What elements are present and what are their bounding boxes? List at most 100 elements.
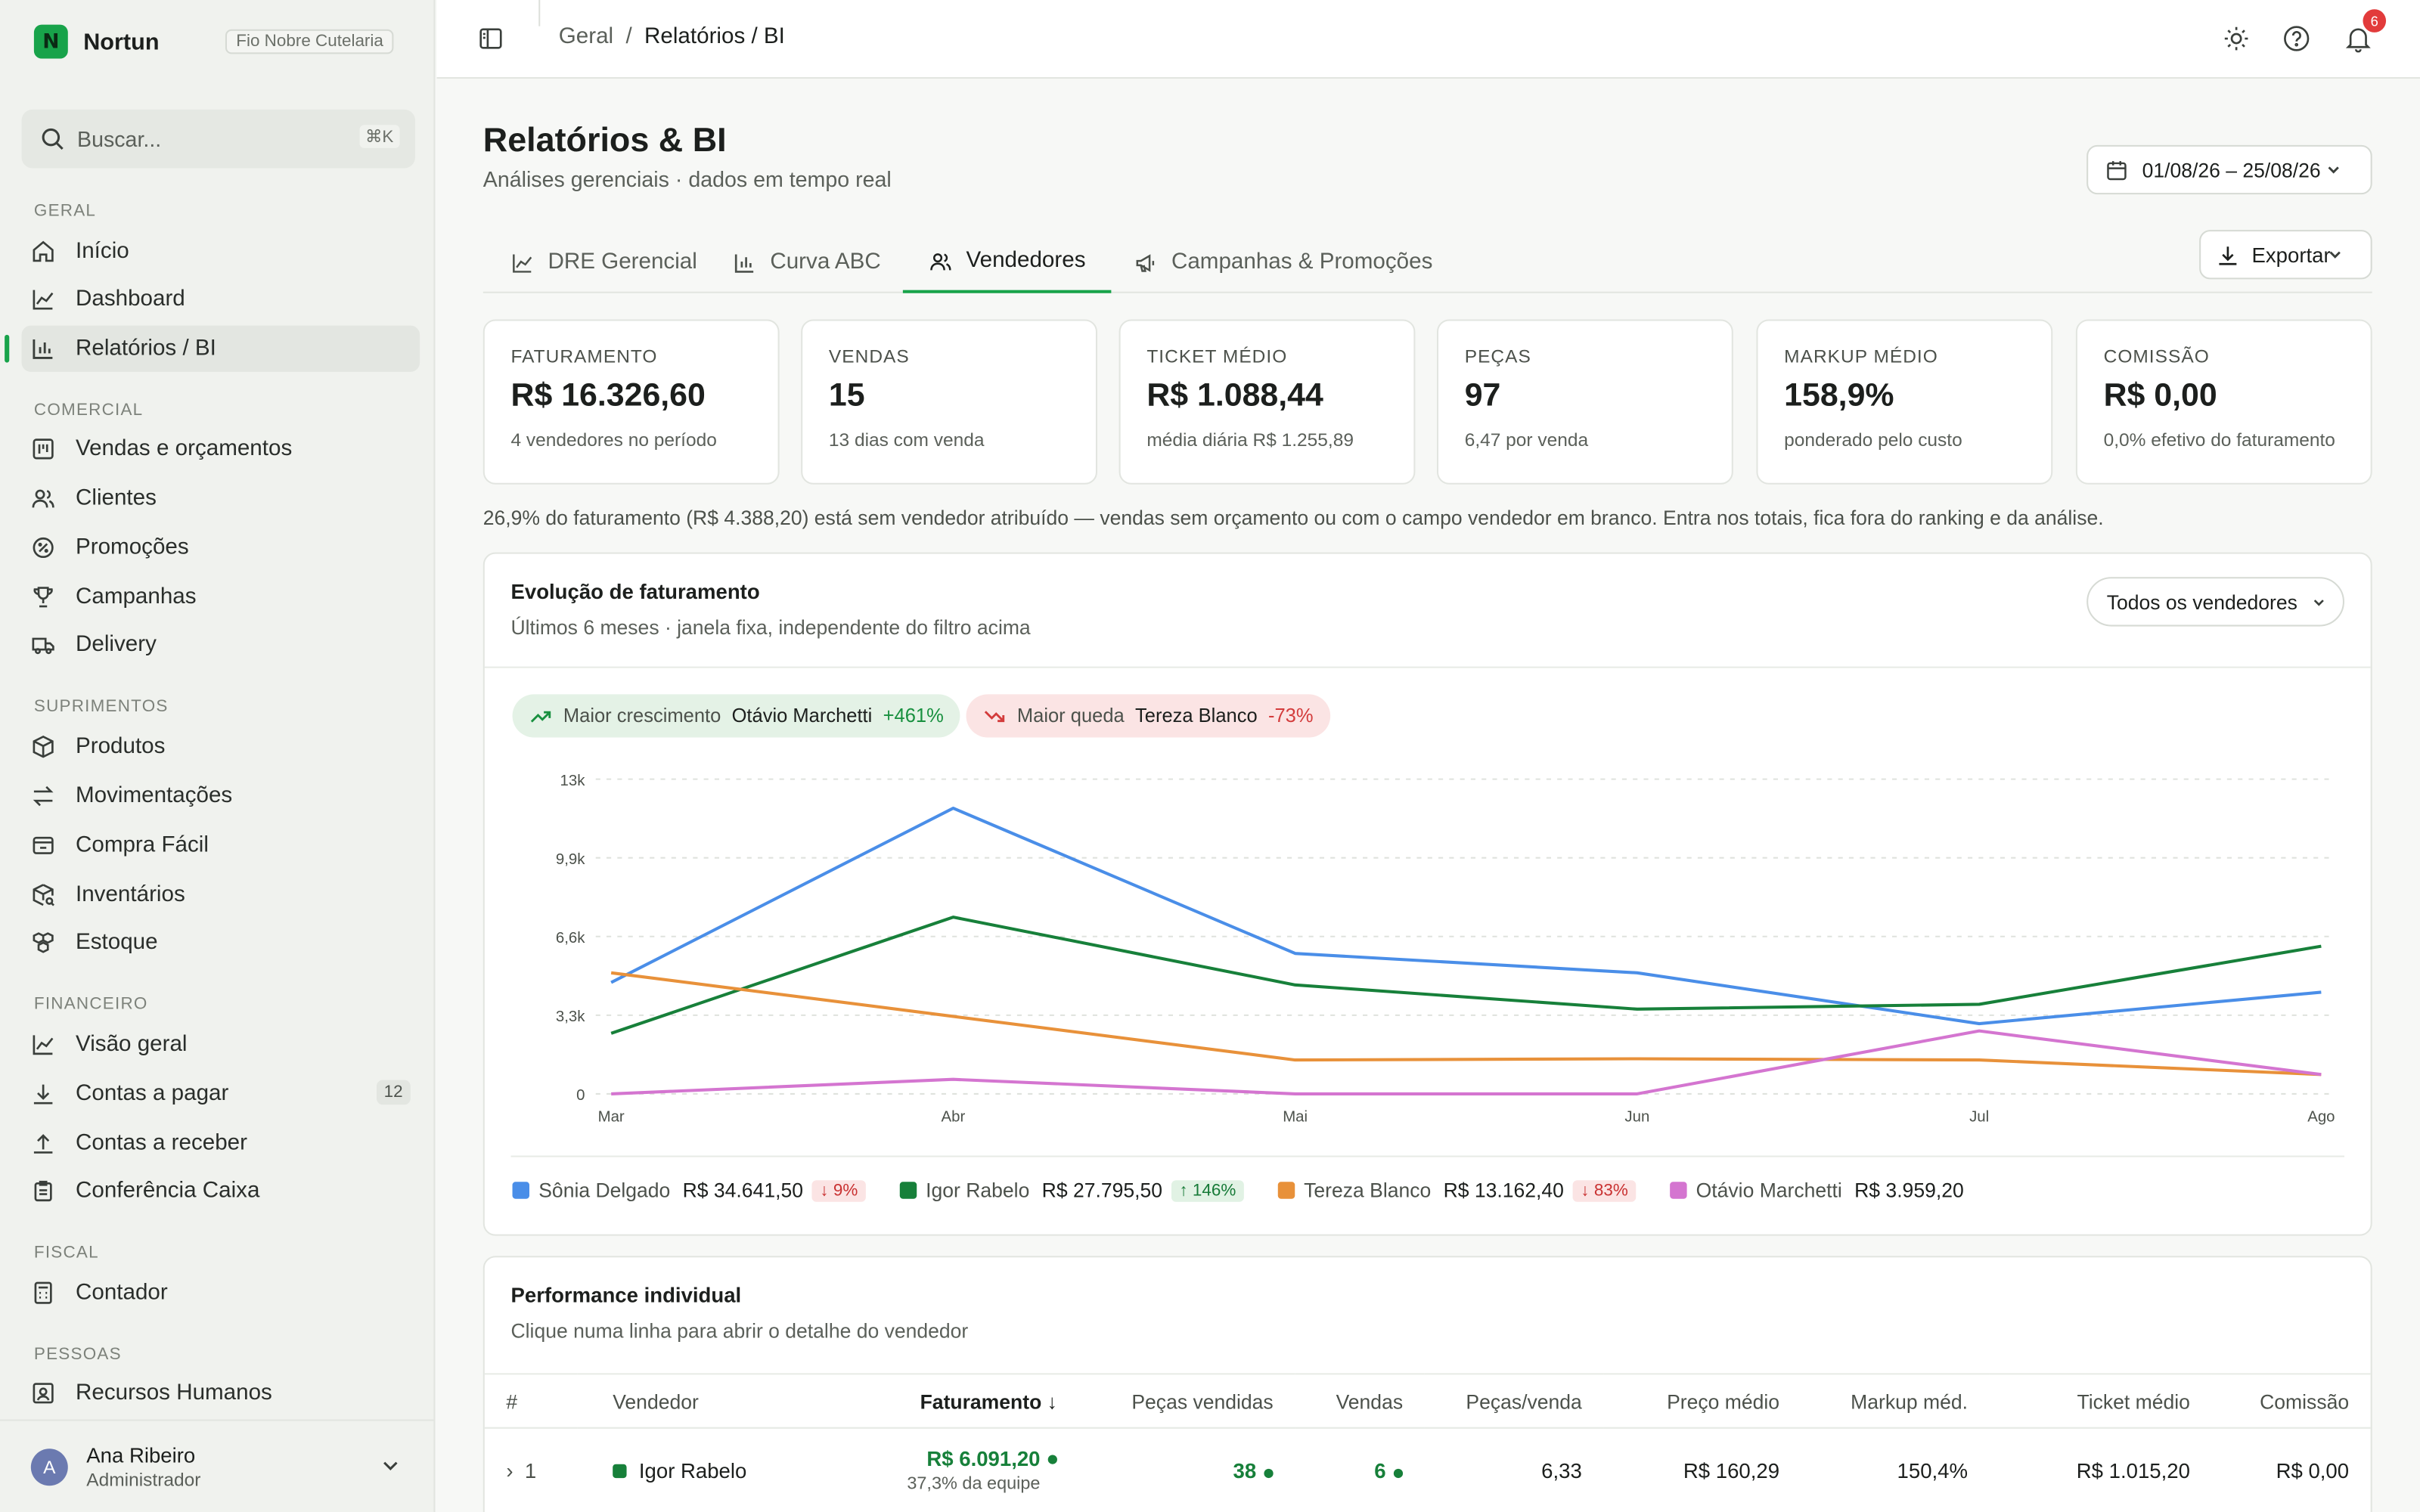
legend-swatch xyxy=(1669,1182,1687,1199)
truck-icon xyxy=(32,637,54,655)
sidebar-item-compra-facil[interactable]: Compra Fácil xyxy=(22,823,420,869)
legend-item[interactable]: Igor Rabelo R$ 27.795,50 ↑ 146% xyxy=(899,1179,1244,1202)
sidebar-item-campanhas[interactable]: Campanhas xyxy=(22,574,420,620)
col-vendas[interactable]: Vendas xyxy=(1295,1373,1425,1429)
breadcrumb-parent[interactable]: Geral xyxy=(558,24,614,50)
legend-change-value: 83% xyxy=(1593,1181,1628,1200)
col-pecas-venda[interactable]: Peças/venda xyxy=(1424,1373,1604,1429)
line-chart-icon xyxy=(513,253,532,272)
col-label: Faturamento xyxy=(920,1389,1042,1413)
pieces-value: 38 xyxy=(1233,1460,1257,1483)
sun-icon[interactable] xyxy=(2223,25,2251,53)
revenue-share: 37,3% da equipe xyxy=(907,1474,1041,1493)
sidebar-item-clientes[interactable]: Clientes xyxy=(22,476,420,522)
y-tick-label: 13k xyxy=(560,773,586,789)
sidebar-item-label: Contas a pagar xyxy=(75,1081,229,1107)
legend-item[interactable]: Sônia Delgado R$ 34.641,50 ↓ 9% xyxy=(512,1179,866,1202)
legend-item[interactable]: Tereza Blanco R$ 13.162,40 ↓ 83% xyxy=(1277,1179,1637,1202)
y-tick-label: 9,9k xyxy=(556,851,585,868)
legend-change-value: 9% xyxy=(833,1181,858,1200)
sidebar-item-label: Dashboard xyxy=(75,287,185,312)
brand[interactable]: N Nortun xyxy=(33,24,160,59)
tab-campanhas[interactable]: Campanhas & Promoções xyxy=(1134,231,1432,293)
col-faturamento[interactable]: Faturamento ↓ xyxy=(886,1373,1079,1429)
sidebar-item-visao-geral[interactable]: Visão geral xyxy=(22,1021,420,1067)
pill-name: Otávio Marchetti xyxy=(731,705,873,727)
legend-change: ↓ 9% xyxy=(812,1179,866,1201)
search-icon xyxy=(42,128,64,150)
kpi-vendas: VENDAS 15 13 dias com venda xyxy=(801,319,1098,485)
sidebar-item-dashboard[interactable]: Dashboard xyxy=(22,276,420,322)
col-ticket[interactable]: Ticket médio xyxy=(1989,1373,2212,1429)
export-button[interactable]: Exportar xyxy=(2199,230,2372,280)
bell-icon[interactable] xyxy=(2344,25,2372,53)
sidebar-item-contas-receber[interactable]: Contas a receber xyxy=(22,1120,420,1167)
bar-chart-icon xyxy=(33,339,53,359)
download-icon xyxy=(2219,246,2237,265)
kpi-sub: 0,0% efetivo do faturamento xyxy=(2103,429,2335,451)
tab-label: DRE Gerencial xyxy=(548,249,697,275)
col-comissao[interactable]: Comissão xyxy=(2211,1373,2371,1429)
y-tick-label: 6,6k xyxy=(556,930,585,947)
sidebar-item-promocoes[interactable]: Promoções xyxy=(22,525,420,571)
tab-dre[interactable]: DRE Gerencial xyxy=(511,231,697,293)
rank: 1 xyxy=(524,1460,537,1483)
calculator-icon xyxy=(34,1281,52,1304)
chevron-down-icon[interactable] xyxy=(380,1455,402,1476)
help-icon[interactable] xyxy=(2282,25,2310,53)
divider xyxy=(510,1155,2344,1157)
series-line xyxy=(610,971,2322,1077)
col-pecas[interactable]: Peças vendidas xyxy=(1078,1373,1295,1429)
kanban-icon xyxy=(33,438,54,460)
chevron-down-icon xyxy=(2328,166,2339,174)
sidebar-item-contas-pagar[interactable]: Contas a pagar 12 xyxy=(22,1070,420,1117)
user-menu[interactable]: A Ana Ribeiro Administrador xyxy=(0,1419,436,1512)
kpi-value: R$ 1.088,44 xyxy=(1146,377,1323,414)
legend-name: Sônia Delgado xyxy=(538,1179,671,1202)
sidebar-item-delivery[interactable]: Delivery xyxy=(22,621,420,668)
calendar-icon xyxy=(2107,160,2127,180)
sidebar-item-inicio[interactable]: Início xyxy=(22,228,420,274)
kpi-label: PEÇAS xyxy=(1464,345,1531,367)
sidebar-item-relatorios[interactable]: Relatórios / BI xyxy=(5,325,420,372)
search-box[interactable]: ⌘K xyxy=(21,109,415,169)
chevron-down-icon xyxy=(2329,251,2341,259)
sales-value: 6 xyxy=(1374,1460,1386,1483)
tab-vendedores[interactable]: Vendedores xyxy=(902,231,1112,293)
x-tick-label: Mar xyxy=(598,1109,625,1126)
sidebar-item-label: Contas a receber xyxy=(75,1130,248,1156)
pill-label: Maior queda xyxy=(1016,705,1125,727)
markup-cell: 150,4% xyxy=(1897,1460,1969,1483)
seller-filter-select[interactable]: Todos os vendedores xyxy=(2086,577,2344,627)
col-preco[interactable]: Preço médio xyxy=(1603,1373,1801,1429)
card-title: Evolução de faturamento xyxy=(510,580,760,603)
sidebar-item-movimentacoes[interactable]: Movimentações xyxy=(22,773,420,819)
sidebar-item-estoque[interactable]: Estoque xyxy=(22,919,420,965)
kpi-label: COMISSÃO xyxy=(2103,345,2210,367)
status-dot xyxy=(1047,1455,1057,1465)
tab-curva-abc[interactable]: Curva ABC xyxy=(733,231,881,293)
sidebar-item-vendas[interactable]: Vendas e orçamentos xyxy=(22,426,420,472)
tab-label: Campanhas & Promoções xyxy=(1171,249,1433,275)
pill-name: Tereza Blanco xyxy=(1135,705,1258,727)
sidebar-toggle-icon[interactable] xyxy=(479,26,504,51)
chevron-right-icon[interactable]: › xyxy=(506,1460,513,1483)
legend-item[interactable]: Otávio Marchetti R$ 3.959,20 xyxy=(1669,1179,1973,1202)
col-markup[interactable]: Markup méd. xyxy=(1801,1373,1990,1429)
pieces-cell: 38 xyxy=(1079,1428,1295,1512)
chevron-down-icon xyxy=(2313,600,2324,606)
sidebar-item-conferencia[interactable]: Conferência Caixa xyxy=(22,1168,420,1214)
sidebar-item-inventarios[interactable]: Inventários xyxy=(22,872,420,918)
search-input[interactable] xyxy=(77,126,340,151)
tab-label: Curva ABC xyxy=(770,249,881,275)
company-badge[interactable]: Fio Nobre Cutelaria xyxy=(225,29,395,54)
sidebar-item-label: Início xyxy=(75,239,129,264)
date-range-picker[interactable]: 01/08/26 – 25/08/26 xyxy=(2086,144,2372,195)
page-subtitle: Análises gerenciais · dados em tempo rea… xyxy=(482,166,892,192)
sidebar-item-produtos[interactable]: Produtos xyxy=(22,723,420,770)
sidebar-item-rh[interactable]: Recursos Humanos xyxy=(22,1370,420,1416)
col-vendedor[interactable]: Vendedor xyxy=(577,1373,886,1429)
sidebar-item-contador[interactable]: Contador xyxy=(22,1270,420,1316)
table-row[interactable]: › 1 Igor Rabelo R$ 6.091,20 37,3% da equ… xyxy=(485,1428,2371,1512)
arrows-icon xyxy=(33,785,54,807)
